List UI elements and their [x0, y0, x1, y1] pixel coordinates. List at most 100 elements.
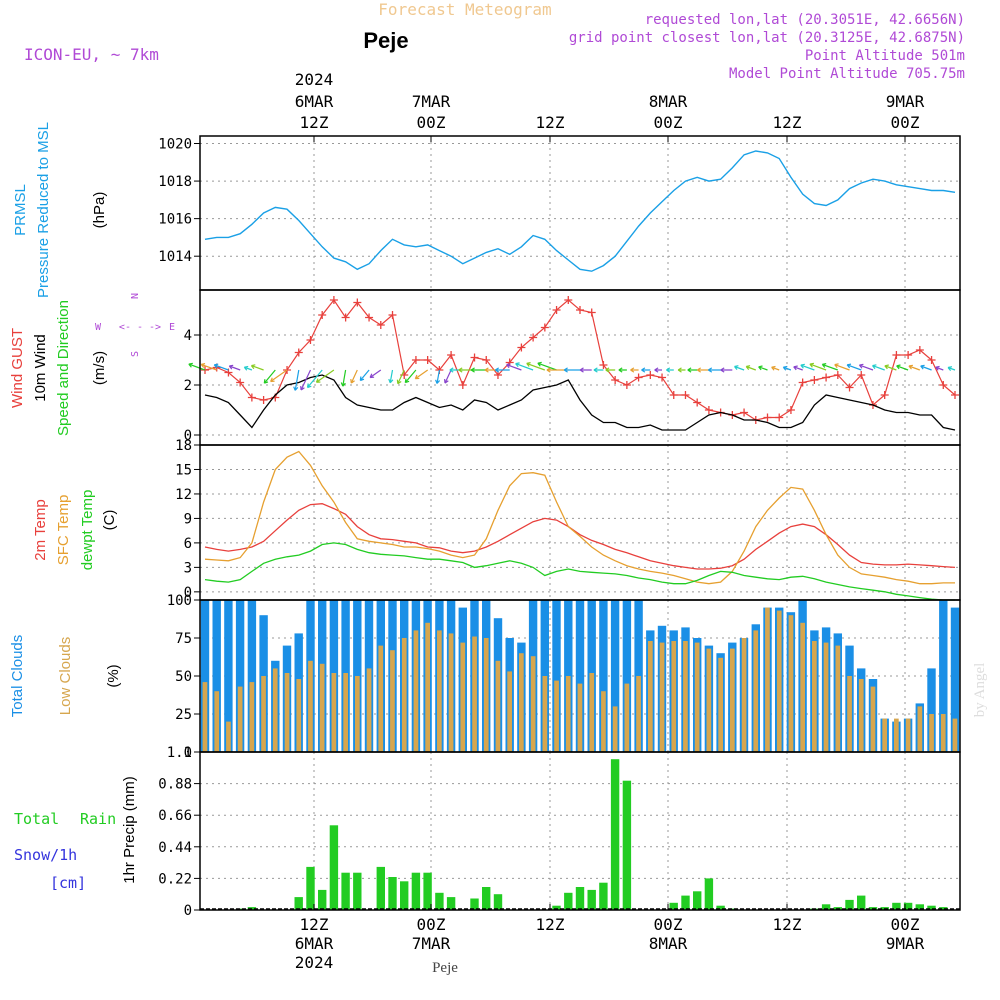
wind-direction-arrow [563, 367, 580, 373]
temp-unit: (C) [101, 510, 118, 531]
wind-gust-marker [283, 366, 292, 374]
chart-plot-area: 1014101610181020024036912151802550751000… [158, 70, 961, 972]
precip-rain-bar [353, 872, 362, 910]
low-cloud-bar [355, 676, 360, 752]
wind-direction-arrow [800, 363, 815, 371]
total-cloud-bar [939, 600, 948, 752]
wind-gust-marker [786, 406, 795, 414]
wind-direction-arrow [270, 369, 288, 383]
precip-rain-bar [903, 902, 913, 910]
low-cloud-bar [401, 638, 407, 752]
top-time-label: 7MAR [412, 92, 451, 111]
top-time-label: 9MAR [886, 92, 925, 111]
wind-gust-marker [681, 391, 690, 399]
wind-direction-arrow [782, 365, 792, 371]
wind-gust-marker [658, 373, 667, 382]
location-title: Peje [363, 28, 408, 53]
temp-ytick-label: 9 [184, 511, 192, 527]
requested-coords: requested lon,lat (20.3051E, 42.6656N) [645, 12, 965, 28]
wind-gust-marker [810, 376, 819, 384]
wind-direction-arrow [228, 364, 241, 371]
low-cloud-bar [343, 673, 348, 752]
low-cloud-bar [542, 676, 548, 752]
precip-rain-bar [329, 825, 339, 910]
wind-gust-marker [540, 323, 549, 332]
precip-rain-bar [306, 866, 315, 910]
low-cloud-bar [683, 641, 688, 752]
wind-gust-marker [529, 333, 538, 342]
wind-direction-arrow [872, 364, 885, 371]
pressure-ytick-label: 1018 [158, 174, 192, 190]
wind-direction-arrow [687, 367, 698, 373]
wind-gust-marker [329, 296, 338, 304]
wind-ytick-label: 2 [184, 378, 192, 394]
low-cloud-bar [472, 636, 477, 752]
pressure-ytick-label: 1014 [158, 249, 192, 265]
compass-arrow: <- - -> [119, 322, 161, 333]
low-cloud-bar [507, 671, 512, 752]
wind-direction-arrow [641, 367, 651, 373]
temp-label-sfc: SFC Temp [55, 495, 72, 566]
temp-ytick-label: 6 [184, 536, 192, 552]
precip-rain-bar [294, 897, 303, 910]
total-cloud-bar [224, 600, 233, 752]
total-cloud-bar [200, 600, 210, 752]
precip-rain-bar [821, 904, 831, 910]
low-cloud-bar [296, 679, 302, 752]
precip-rain-bar [435, 892, 444, 910]
wind-gust-marker [892, 351, 901, 359]
wind-gust-marker [552, 306, 561, 314]
wind-direction-arrow [758, 365, 768, 371]
wind-gust-marker [365, 313, 374, 322]
wind-gust-marker [458, 381, 467, 389]
cloud-unit: (%) [105, 664, 122, 687]
precip-rain-bar [927, 905, 936, 910]
wind-direction-arrow [340, 369, 347, 387]
precip-rain-bar [857, 895, 866, 910]
wind-compass-legend: N <- - -> W E S [95, 293, 175, 357]
wind-label-gust: Wind GUST [9, 328, 26, 408]
low-cloud-bar [929, 714, 934, 752]
low-cloud-bar [788, 615, 794, 752]
precip-rain-bar [318, 889, 327, 910]
total-cloud-bar [927, 668, 936, 752]
wind-direction-arrow [388, 369, 394, 384]
wind-direction-arrow [771, 365, 780, 371]
low-cloud-bar [378, 645, 384, 752]
wind-gust-marker [423, 356, 432, 364]
precip-rain-bar [400, 881, 409, 910]
precip-rain-bar [587, 889, 596, 910]
wind-gust-marker [236, 378, 245, 387]
wind-direction-arrow [306, 369, 323, 389]
precip-ytick-label: 0.88 [158, 777, 192, 793]
wind-gust-marker [951, 391, 959, 399]
low-cloud-bar [413, 630, 419, 752]
credit-watermark: by Angel [972, 663, 988, 718]
top-time-label: 12Z [300, 113, 329, 132]
temp-label-dew: dewpt Temp [79, 490, 96, 571]
low-cloud-bar [601, 691, 606, 752]
precip-rain-bar [915, 904, 924, 910]
wind-unit: (m/s) [91, 351, 108, 385]
wind-direction-arrow [470, 367, 487, 373]
low-cloud-bar [448, 633, 454, 752]
low-cloud-bar [624, 683, 630, 752]
pressure-line [204, 150, 956, 272]
bottom-time-label: 12Z [300, 915, 329, 934]
wind-gust-marker [470, 353, 479, 362]
precip-rain-bar [939, 907, 948, 910]
low-cloud-bar [741, 638, 747, 752]
low-cloud-bar [776, 610, 782, 752]
precip-rain-bar [423, 872, 432, 910]
wind-ytick-label: 0 [184, 428, 192, 444]
precip-rain-bar [388, 877, 397, 910]
wind-direction-arrow [537, 361, 557, 371]
low-cloud-bar [858, 679, 864, 752]
cloud-ytick-label: 50 [175, 669, 192, 685]
precip-rain-bar [610, 759, 620, 910]
low-cloud-bar [319, 663, 325, 752]
wind-direction-arrow [359, 369, 370, 382]
low-cloud-bar [694, 642, 700, 752]
bottom-time-label: 00Z [891, 915, 920, 934]
